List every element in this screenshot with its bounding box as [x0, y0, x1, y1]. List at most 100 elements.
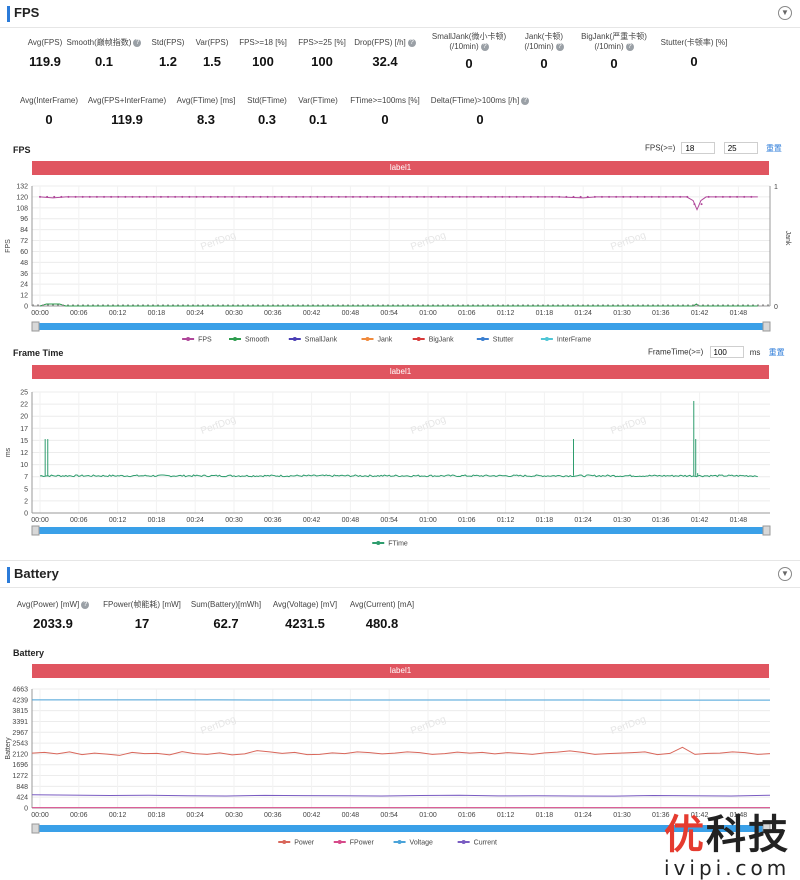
- y-tick-label: 1696: [12, 762, 28, 769]
- y-tick-label: 12: [20, 450, 28, 457]
- range-handle-left: [32, 322, 39, 331]
- fps-point: [395, 196, 397, 198]
- fps-point: [658, 196, 660, 198]
- metric-label-text: Avg(InterFrame): [20, 96, 78, 105]
- fps-point: [252, 196, 254, 198]
- fps-point: [245, 196, 247, 198]
- fps-point: [53, 196, 55, 198]
- metric-value: 0: [430, 112, 530, 127]
- fps-point: [530, 196, 532, 198]
- y-tick-label: 22: [20, 402, 28, 409]
- x-tick-label: 00:00: [31, 812, 49, 819]
- range-scrollbar: [35, 323, 767, 330]
- metric-label-text: Var(FTime): [298, 96, 338, 105]
- x-tick-label: 00:06: [70, 812, 88, 819]
- fps-point: [544, 196, 546, 198]
- metric-label: Delta(FTime)>100ms [/h]?: [430, 96, 530, 106]
- fps-threshold-input-1[interactable]: [681, 142, 715, 154]
- frametime-threshold-input[interactable]: [710, 346, 744, 358]
- y-tick-label: 3391: [12, 719, 28, 726]
- logo-domain: ivipi.com: [664, 856, 790, 880]
- fps-point: [480, 196, 482, 198]
- metric-label-text: FPower(帧能耗) [mW]: [103, 600, 181, 609]
- x-tick-label: 00:06: [70, 517, 88, 524]
- fps-point: [523, 196, 525, 198]
- y-tick-label: 12: [20, 293, 28, 300]
- fps-point: [231, 196, 233, 198]
- x-tick-label: 00:12: [109, 310, 127, 317]
- metric-label-text: Drop(FPS) [/h]: [354, 38, 406, 47]
- x-tick-label: 01:18: [536, 310, 554, 317]
- fps-point: [551, 196, 553, 198]
- section-accent-bar: [7, 567, 10, 583]
- fps-point: [224, 196, 226, 198]
- chevron-down-icon[interactable]: ▼: [778, 6, 792, 20]
- help-icon[interactable]: ?: [556, 43, 564, 51]
- y-tick-label: 24: [20, 282, 28, 289]
- x-tick-label: 01:36: [652, 517, 670, 524]
- fps-point: [494, 196, 496, 198]
- legend-marker: [186, 337, 190, 341]
- help-icon[interactable]: ?: [81, 601, 89, 609]
- x-tick-label: 01:42: [691, 310, 709, 317]
- y-tick-label: 3815: [12, 708, 28, 715]
- fps-threshold-input-2[interactable]: [724, 142, 758, 154]
- y-tick-label: 120: [16, 194, 28, 201]
- y-tick-label: 10: [20, 462, 28, 469]
- fps-label-banner: label1: [32, 161, 769, 175]
- fps-chart-title: FPS: [13, 145, 31, 155]
- fps-point: [345, 196, 347, 198]
- legend-label: SmallJank: [305, 337, 338, 344]
- x-tick-label: 01:00: [419, 517, 437, 524]
- help-icon[interactable]: ?: [408, 39, 416, 47]
- y-tick-label: 72: [20, 238, 28, 245]
- fps-reset-link[interactable]: 重置: [766, 144, 782, 153]
- fps-point: [217, 196, 219, 198]
- y-tick-label: 36: [20, 271, 28, 278]
- fps-point: [409, 196, 411, 198]
- logo-chars-keji: 科技: [706, 812, 790, 858]
- x-tick-label: 00:30: [225, 812, 243, 819]
- x-tick-label: 01:12: [497, 812, 515, 819]
- fps-point: [679, 196, 681, 198]
- help-icon[interactable]: ?: [481, 43, 489, 51]
- metric-label: Avg(Power) [mW]?: [3, 600, 103, 610]
- fps-point: [46, 196, 48, 198]
- legend-label: Current: [474, 840, 497, 847]
- metric-label-text: BigJank(严重卡顿): [581, 32, 647, 41]
- x-tick-label: 00:12: [109, 812, 127, 819]
- help-icon[interactable]: ?: [521, 97, 529, 105]
- metric-label: Avg(Current) [mA]: [332, 600, 432, 610]
- fps-point: [331, 196, 333, 198]
- help-icon[interactable]: ?: [626, 43, 634, 51]
- fps-point: [75, 196, 77, 198]
- metric-label-text: Avg(Current) [mA]: [350, 600, 414, 609]
- fps-point: [267, 196, 269, 198]
- x-tick-label: 00:30: [225, 310, 243, 317]
- fps-point: [302, 196, 304, 198]
- chevron-down-icon[interactable]: ▼: [778, 567, 792, 581]
- y-tick-label: 1272: [12, 773, 28, 780]
- y-tick-label: 4239: [12, 697, 28, 704]
- metric-label-text: FTime>=100ms [%]: [350, 96, 420, 105]
- y-tick-label: 0: [24, 304, 28, 311]
- x-tick-label: 01:06: [458, 517, 476, 524]
- fps-point: [380, 196, 382, 198]
- x-tick-label: 01:18: [536, 812, 554, 819]
- fps-point: [124, 196, 126, 198]
- x-tick-label: 00:54: [380, 517, 398, 524]
- x-tick-label: 00:54: [380, 310, 398, 317]
- frametime-chart-title: Frame Time: [13, 348, 63, 358]
- x-tick-label: 01:30: [613, 812, 631, 819]
- fps-point: [423, 196, 425, 198]
- x-tick-label: 01:00: [419, 812, 437, 819]
- x-tick-label: 00:24: [186, 310, 204, 317]
- battery-section-header: Battery ▼: [0, 560, 800, 588]
- y-tick-label: 20: [20, 414, 28, 421]
- legend-label: Jank: [378, 337, 393, 344]
- fps-point: [701, 203, 703, 205]
- frametime-reset-link[interactable]: 重置: [769, 348, 785, 357]
- legend-marker: [338, 840, 342, 844]
- metric-avg-current-ma: Avg(Current) [mA]480.8: [332, 600, 432, 631]
